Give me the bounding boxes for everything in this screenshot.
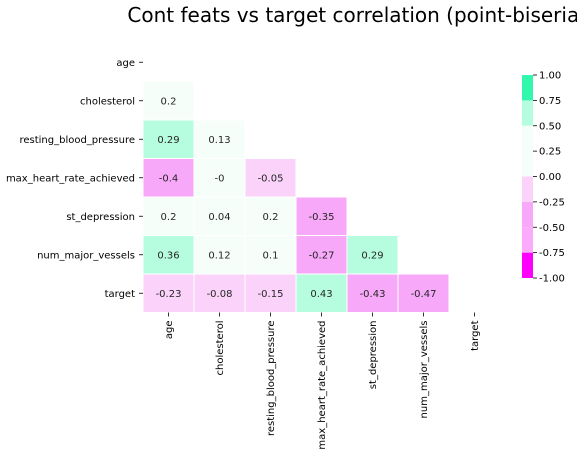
cell-label-st-depression-age: 0.2 — [161, 212, 177, 223]
y-tick-label-max-heart-rate-achieved: max_heart_rate_achieved — [6, 173, 135, 184]
colorbar-tick-label-8: -1.00 — [539, 274, 565, 285]
y-tick-label-age: age — [116, 58, 135, 69]
x-tick-label-target: target — [470, 320, 481, 350]
cell-target-num-major-vessels — [397, 273, 450, 313]
colorbar-tick-label-3: 0.25 — [539, 147, 561, 158]
colorbar-tick-label-5: -0.25 — [539, 197, 565, 208]
colorbar-tick-label-7: -0.75 — [539, 248, 565, 259]
colorbar-tick-label-4: 0.00 — [539, 172, 561, 183]
x-tick-label-resting-blood-pressure: resting_blood_pressure — [266, 321, 277, 437]
cell-label-st-depression-resting-blood-pressure: 0.2 — [263, 212, 279, 223]
colorbar-tick-label-2: 0.50 — [539, 121, 561, 132]
colorbar-tick-label-6: -0.50 — [539, 223, 565, 234]
y-tick-label-target: target — [105, 289, 135, 300]
colorbar-tick-label-1: 0.75 — [539, 96, 561, 107]
x-tick-label-cholesterol: cholesterol — [215, 321, 226, 376]
cell-label-max-heart-rate-achieved-resting-blood-pressure: -0.05 — [258, 173, 284, 184]
colorbar: 1.00 0.75 0.50 0.25 0.00 -0.25 -0.50 -0.75 -1.00 — [522, 71, 565, 285]
cell-label-resting-blood-pressure-cholesterol: 0.13 — [208, 135, 230, 146]
cell-max-heart-rate-achieved-resting-blood-pressure — [244, 158, 297, 198]
colorbar-bin-3 — [522, 176, 533, 202]
cell-label-st-depression-max-heart-rate-achieved: -0.35 — [309, 212, 335, 223]
cell-label-max-heart-rate-achieved-age: -0.4 — [159, 173, 179, 184]
cell-label-num-major-vessels-max-heart-rate-achieved: -0.27 — [309, 250, 335, 261]
cell-label-target-max-heart-rate-achieved: 0.43 — [310, 289, 332, 300]
colorbar-bin-2 — [522, 201, 533, 228]
y-tick-label-cholesterol: cholesterol — [80, 96, 135, 107]
cell-label-cholesterol-age: 0.2 — [161, 96, 177, 107]
cell-target-st-depression — [346, 273, 399, 313]
cell-label-target-resting-blood-pressure: -0.15 — [258, 289, 284, 300]
x-tick-label-st-depression: st_depression — [368, 321, 379, 390]
cell-num-major-vessels-cholesterol — [193, 235, 246, 275]
colorbar-bin-1 — [522, 227, 533, 253]
x-tick-label-num-major-vessels: num_major_vessels — [419, 321, 430, 419]
heatmap-cells — [142, 81, 450, 313]
cell-label-target-st-depression: -0.43 — [360, 289, 386, 300]
cell-label-num-major-vessels-st-depression: 0.29 — [361, 250, 383, 261]
cell-cholesterol-age — [142, 81, 195, 121]
cell-label-num-major-vessels-cholesterol: 0.12 — [208, 250, 230, 261]
cell-label-target-age: -0.23 — [156, 289, 182, 300]
cell-label-resting-blood-pressure-age: 0.29 — [157, 135, 179, 146]
cell-num-major-vessels-max-heart-rate-achieved — [295, 235, 348, 275]
y-tick-label-st-depression: st_depression — [66, 212, 135, 223]
y-tick-label-num-major-vessels: num_major_vessels — [37, 250, 135, 261]
y-axis-ticks: age cholesterol resting_blood_pressure max_… — [6, 58, 143, 300]
cell-label-max-heart-rate-achieved-cholesterol: -0 — [215, 173, 225, 184]
cell-label-num-major-vessels-resting-blood-pressure: 0.1 — [263, 250, 279, 261]
cell-label-st-depression-cholesterol: 0.04 — [208, 212, 230, 223]
colorbar-bin-6 — [522, 100, 533, 126]
cell-label-num-major-vessels-age: 0.36 — [157, 250, 179, 261]
colorbar-bin-5 — [522, 125, 533, 152]
cell-st-depression-cholesterol — [193, 196, 246, 236]
y-tick-label-resting-blood-pressure: resting_blood_pressure — [19, 135, 135, 146]
cell-target-max-heart-rate-achieved — [295, 273, 348, 313]
x-tick-label-max-heart-rate-achieved: max_heart_rate_achieved — [317, 321, 328, 450]
cell-label-target-num-major-vessels: -0.47 — [411, 289, 437, 300]
heatmap-cell-labels: 0.2 0.29 0.13 -0.4 -0 -0.05 0.2 0.04 0.2 -0.35 0.3… — [156, 96, 437, 300]
colorbar-bin-7 — [522, 75, 533, 101]
x-axis-ticks: age cholesterol resting_blood_pressure max_… — [164, 312, 481, 450]
colorbar-tick-label-0: 1.00 — [539, 71, 561, 82]
cell-resting-blood-pressure-age — [142, 119, 195, 159]
cell-st-depression-max-heart-rate-achieved — [295, 196, 348, 236]
x-tick-label-age: age — [164, 321, 175, 340]
cell-label-target-cholesterol: -0.08 — [207, 289, 233, 300]
colorbar-bin-0 — [522, 252, 533, 278]
chart-title: Cont feats vs target correlation (point-… — [127, 3, 577, 27]
cell-target-cholesterol — [193, 273, 246, 313]
colorbar-bin-4 — [522, 151, 533, 177]
cell-target-resting-blood-pressure — [244, 273, 297, 313]
